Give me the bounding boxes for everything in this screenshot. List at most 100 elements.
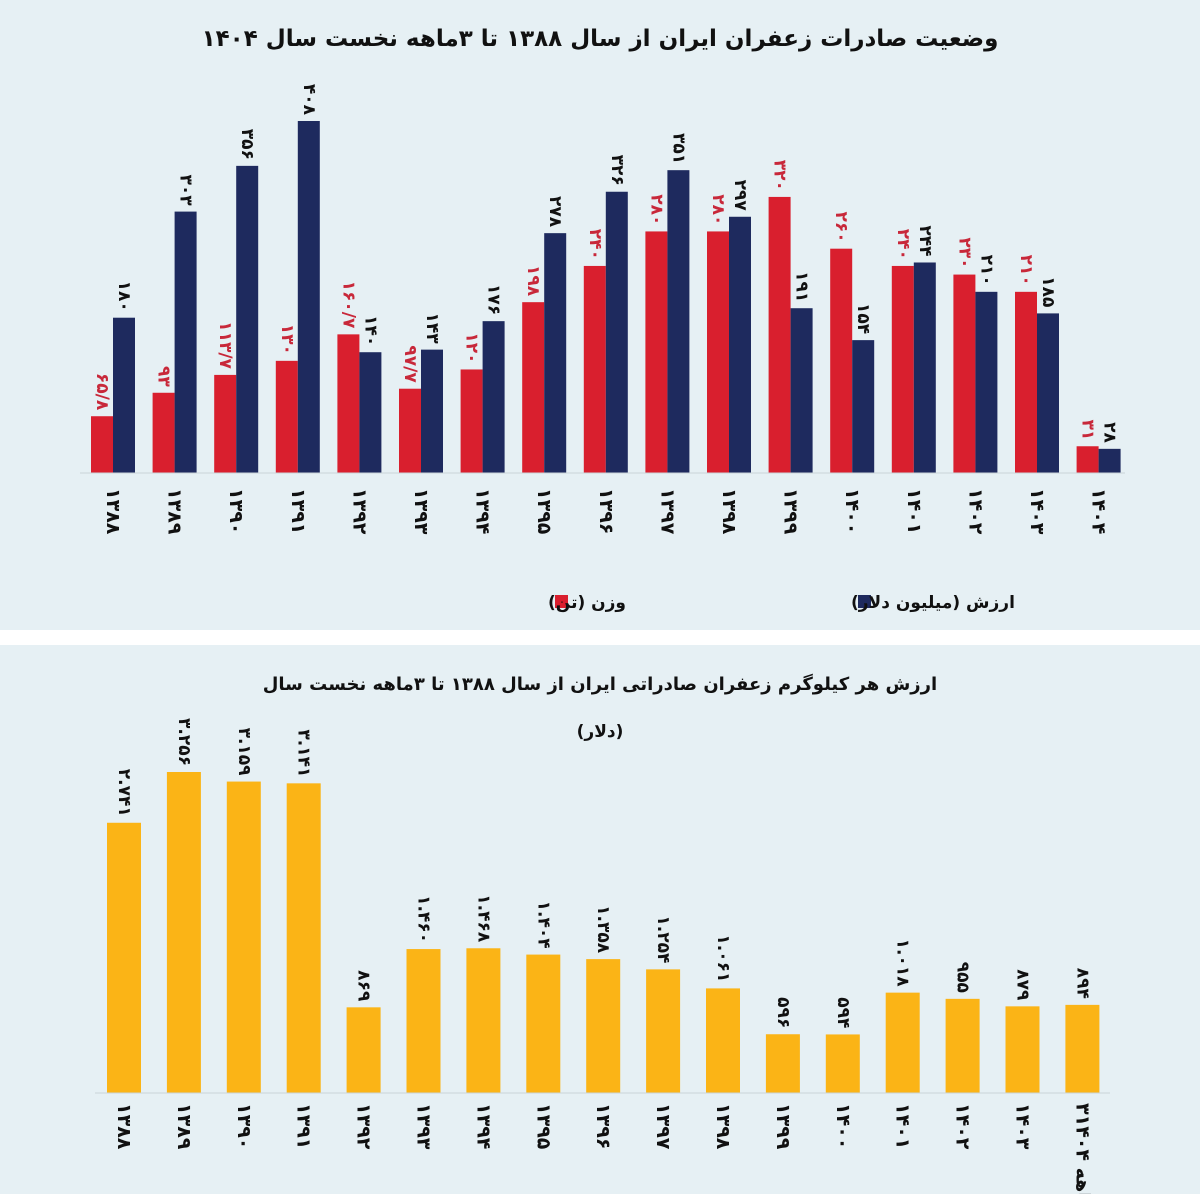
bar-price-per-kg — [885, 992, 920, 1093]
bar-value — [667, 170, 690, 474]
legend-label-weight: وزن (تن) — [548, 593, 626, 613]
data-label-price: ۱.۰۶۱ — [713, 934, 733, 982]
data-label-value: ۳۵۶ — [237, 129, 257, 160]
x-tick-label: ۱۳۹۶ — [595, 488, 617, 534]
bar-price-per-kg — [166, 772, 201, 1093]
data-label-price: ۱.۴۶۰ — [414, 895, 434, 943]
bar-weight — [953, 274, 976, 473]
data-label-value: ۲۷۸ — [545, 196, 565, 228]
bar-price-per-kg — [586, 959, 621, 1093]
bar-value — [605, 191, 628, 473]
x-tick-label: ۱۳۹۵ — [532, 1103, 554, 1150]
bar-value — [113, 317, 135, 473]
x-tick-label: ۱۳۸۹ — [164, 488, 186, 535]
bar-value — [852, 340, 875, 473]
bar-price-per-kg — [1005, 1006, 1040, 1093]
legend: وزن (تن) ارزش (میلیون دلار) — [548, 593, 1015, 613]
data-label-weight: ۲۸۰ — [708, 194, 728, 225]
x-tick-label: ۱۴۰۲ — [952, 1103, 974, 1150]
bar-price-per-kg — [226, 781, 261, 1093]
legend-swatch-weight — [555, 595, 568, 608]
bar-weight — [1076, 446, 1099, 473]
x-tick-label: ۱۳۹۲ — [348, 488, 370, 535]
bar-weight — [830, 248, 853, 473]
bar-value — [174, 211, 197, 473]
bar-weight — [707, 231, 729, 473]
bar-weight — [337, 334, 360, 473]
x-tick-label: ۱۴۰۱ — [903, 488, 925, 534]
data-label-weight: ۱۱۳/۷ — [215, 321, 235, 369]
data-label-price: ۸۹۴ — [1072, 968, 1092, 999]
bar-weight — [645, 231, 668, 473]
legend-swatch-value — [858, 595, 871, 608]
x-tick-label: ۱۳۹۷ — [652, 1103, 674, 1150]
data-label-weight: ۳۱ — [1078, 419, 1098, 440]
bar-value — [359, 352, 382, 473]
bar-value — [975, 291, 998, 473]
x-tick-label: ۱۳۹۳ — [410, 488, 432, 535]
bar-price-per-kg — [706, 988, 740, 1093]
bar-value — [544, 233, 567, 473]
data-label-value: ۲۹۷ — [730, 180, 750, 212]
data-label-price: ۱.۴۰۴ — [533, 901, 553, 949]
bar-weight — [891, 265, 914, 473]
bar-weight — [152, 392, 175, 473]
bottom-chart-subtitle: (دلار) — [577, 722, 624, 742]
bar-price-per-kg — [107, 822, 141, 1093]
data-label-value: ۱۴۰ — [360, 315, 380, 346]
x-tick-label: ۱۳۹۰ — [225, 488, 247, 534]
x-tick-label: ۱۳۹۲ — [353, 1103, 375, 1150]
x-tick-label: ۱۳۹۹ — [780, 488, 802, 535]
bar-price-per-kg — [765, 1034, 800, 1093]
data-label-weight: ۲۶۰ — [831, 212, 851, 243]
x-tick-label: ۱۴۰۴ — [1088, 488, 1110, 534]
x-tick-label: ۱۴۰۰ — [832, 1103, 854, 1149]
bar-price-per-kg — [466, 948, 501, 1093]
data-label-price: ۲.۷۴۱ — [114, 769, 134, 817]
bar-price-per-kg — [646, 969, 681, 1093]
bar-value — [1037, 313, 1059, 473]
data-label-weight: ۱۹۸ — [523, 265, 543, 297]
bar-value — [297, 121, 320, 473]
data-label-value: ۱۹۱ — [792, 271, 812, 302]
data-label-price: ۱.۳۵۸ — [593, 905, 613, 954]
x-tick-label: ۳ماهه ۱۴۰۴ — [1071, 1103, 1093, 1194]
data-label-price: ۸۷۹ — [1013, 969, 1033, 1001]
bar-value — [482, 321, 505, 473]
x-tick-label: ۱۳۹۳ — [413, 1103, 435, 1150]
bar-value — [913, 262, 936, 473]
x-tick-label: ۱۳۹۸ — [718, 488, 740, 535]
bar-price-per-kg — [526, 954, 561, 1093]
x-tick-label: ۱۴۰۰ — [841, 488, 863, 534]
data-label-price: ۳.۱۵۹ — [234, 728, 254, 777]
bar-price-per-kg — [945, 998, 980, 1093]
bar-value — [790, 308, 813, 473]
bar-weight — [768, 196, 791, 473]
x-tick-label: ۱۳۹۴ — [472, 488, 494, 534]
data-label-value: ۱۵۴ — [853, 303, 873, 334]
bar-weight — [275, 360, 298, 473]
data-label-value: ۱۷۶ — [484, 284, 504, 315]
x-tick-label: ۱۳۹۰ — [233, 1103, 255, 1149]
bottom-chart-title: ارزش هر کیلوگرم زعفران صادراتی ایران از … — [263, 673, 937, 695]
data-label-price: ۳.۲۵۶ — [174, 718, 194, 766]
data-label-value: ۱۸۵ — [1038, 276, 1058, 307]
data-label-weight: ۲۴۰ — [585, 229, 605, 260]
data-label-weight: ۲۳۰ — [954, 237, 974, 268]
bar-weight — [91, 416, 113, 473]
bar-weight — [460, 369, 483, 473]
bar-weight — [583, 265, 606, 473]
data-label-weight: ۱۳۰ — [277, 324, 297, 355]
bar-weight — [522, 302, 545, 473]
bar-price-per-kg — [825, 1034, 860, 1093]
data-label-weight: ۶۵/۸ — [92, 373, 112, 411]
bar-price-per-kg — [346, 1007, 381, 1093]
bar-price-per-kg — [406, 949, 441, 1093]
data-label-value: ۲۸ — [1100, 422, 1120, 443]
bar-price-per-kg — [1065, 1004, 1100, 1093]
data-label-value: ۱۴۳ — [422, 312, 442, 344]
data-label-price: ۱.۲۵۴ — [653, 915, 673, 963]
data-label-price: ۵۹۴ — [833, 997, 853, 1028]
legend-label-value: ارزش (میلیون دلار) — [851, 593, 1015, 613]
